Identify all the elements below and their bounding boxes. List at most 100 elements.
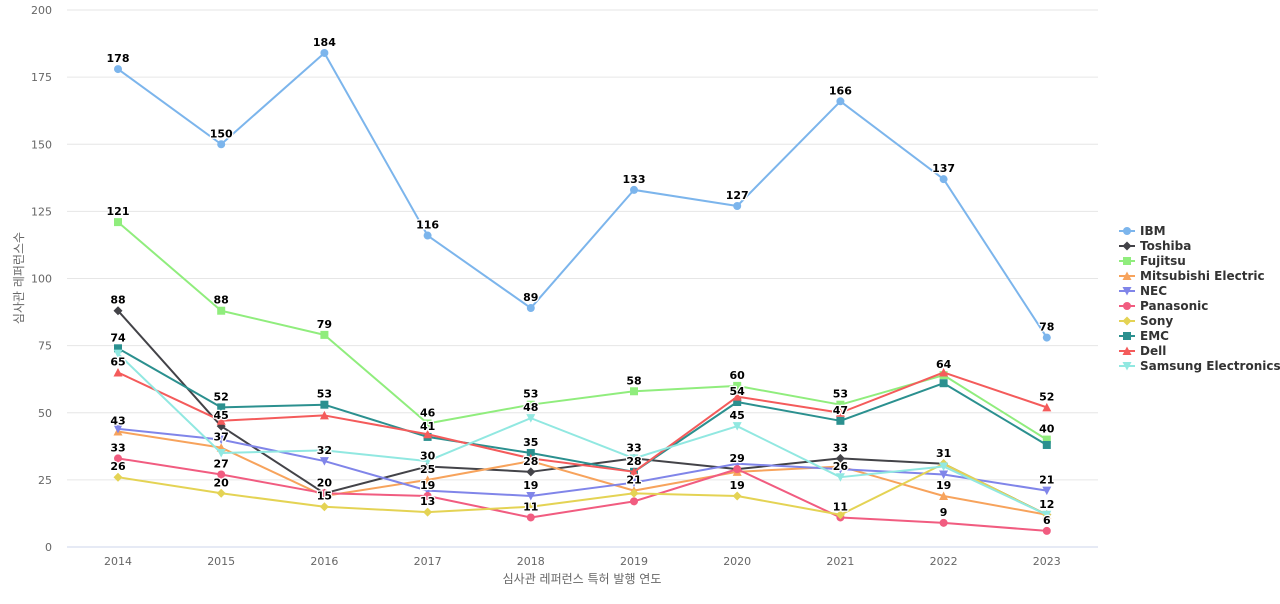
legend-item-toshiba[interactable]: Toshiba [1119, 239, 1191, 253]
data-label: 9 [940, 506, 948, 519]
series-line [117, 352, 1048, 516]
legend-item-ibm[interactable]: IBM [1119, 224, 1166, 238]
data-point [216, 416, 226, 425]
data-point [526, 513, 535, 522]
data-point [1042, 435, 1051, 444]
legend-label: Samsung Electronics [1140, 359, 1280, 373]
data-point [113, 424, 123, 434]
legend-symbol [1123, 332, 1131, 340]
data-point [217, 470, 226, 479]
legend-item-nec[interactable]: NEC [1119, 284, 1167, 298]
series-lines [113, 48, 1052, 535]
data-point [113, 349, 123, 359]
data-point [423, 461, 433, 471]
y-tick-label: 0 [45, 541, 52, 554]
y-tick-label: 50 [38, 407, 52, 420]
data-point [835, 408, 845, 417]
y-tick-label: 25 [38, 474, 52, 487]
y-tick-label: 200 [31, 4, 52, 17]
data-point [217, 403, 226, 412]
data-point [526, 400, 535, 409]
legend-item-panasonic[interactable]: Panasonic [1119, 299, 1208, 313]
data-label: 184 [313, 36, 336, 49]
data-label: 47 [833, 404, 848, 417]
data-label: 78 [1039, 321, 1054, 334]
legend-item-fujitsu[interactable]: Fujitsu [1119, 254, 1186, 268]
data-point [835, 453, 845, 463]
legend-item-dell[interactable]: Dell [1119, 344, 1166, 358]
data-label: 31 [936, 447, 951, 460]
data-label: 65 [110, 355, 125, 368]
data-point [732, 491, 742, 501]
data-point [113, 367, 123, 377]
data-point [939, 367, 949, 377]
data-label: 19 [523, 479, 538, 492]
data-point [526, 304, 535, 313]
legend-item-emc[interactable]: EMC [1119, 329, 1169, 343]
legend-label: Dell [1140, 344, 1166, 358]
x-tick-label: 2022 [930, 555, 958, 568]
data-point [423, 231, 432, 240]
data-label: 74 [110, 331, 126, 344]
legend-label: Fujitsu [1140, 254, 1186, 268]
legend-symbol [1122, 362, 1132, 371]
legend-item-sony[interactable]: Sony [1119, 314, 1173, 328]
data-label: 11 [523, 500, 538, 513]
data-point [319, 502, 329, 512]
x-tick-label: 2015 [207, 555, 235, 568]
data-label: 29 [730, 452, 745, 465]
data-point [423, 507, 433, 517]
data-label: 137 [932, 162, 955, 175]
data-point [835, 473, 845, 482]
data-label: 58 [626, 374, 641, 387]
data-point [732, 392, 742, 401]
data-labels: 178 121 88 74 65 43 33 26 150 88 52 45 37 27 20 184 79 53… [105, 35, 1056, 528]
series-line [117, 430, 1047, 516]
data-label: 178 [107, 52, 130, 65]
data-point [630, 497, 638, 506]
data-point [526, 467, 536, 477]
legend-label: Toshiba [1140, 239, 1191, 253]
data-point [114, 65, 122, 74]
data-point [732, 422, 742, 431]
data-point [113, 306, 123, 316]
data-label: 32 [317, 444, 332, 457]
legend-item-samsung-electronics[interactable]: Samsung Electronics [1119, 359, 1280, 373]
data-label: 33 [110, 441, 125, 454]
data-label: 121 [107, 205, 130, 218]
legend-label: IBM [1140, 224, 1166, 238]
data-point [216, 449, 226, 458]
legend-label: Panasonic [1140, 299, 1208, 313]
data-point [939, 175, 948, 184]
data-label: 88 [214, 294, 229, 307]
data-label: 53 [523, 388, 538, 401]
data-label: 12 [1039, 498, 1054, 511]
legend-item-mitsubishi-electric[interactable]: Mitsubishi Electric [1119, 269, 1265, 283]
data-label: 53 [833, 388, 848, 401]
data-label: 30 [420, 449, 436, 462]
data-point [1042, 526, 1051, 535]
series-fujitsu [114, 218, 1051, 444]
data-label: 6 [1043, 514, 1051, 527]
data-label: 11 [833, 500, 848, 513]
legend-label: Sony [1140, 314, 1173, 328]
data-label: 20 [317, 476, 333, 489]
data-label: 166 [829, 84, 852, 97]
legend-symbol [1122, 346, 1132, 355]
data-label: 43 [110, 415, 125, 428]
series-ibm [114, 48, 1051, 342]
y-tick-label: 75 [38, 340, 52, 353]
data-point [526, 491, 536, 501]
data-point [320, 330, 329, 339]
data-point [114, 454, 122, 463]
data-point [423, 429, 433, 439]
x-tick-label: 2016 [310, 555, 338, 568]
data-point [526, 453, 536, 463]
data-point [1042, 510, 1052, 520]
data-point [836, 400, 845, 409]
legend-symbol [1123, 257, 1131, 265]
data-point [1042, 402, 1052, 412]
data-label: 45 [214, 409, 229, 422]
data-label: 133 [623, 173, 646, 186]
